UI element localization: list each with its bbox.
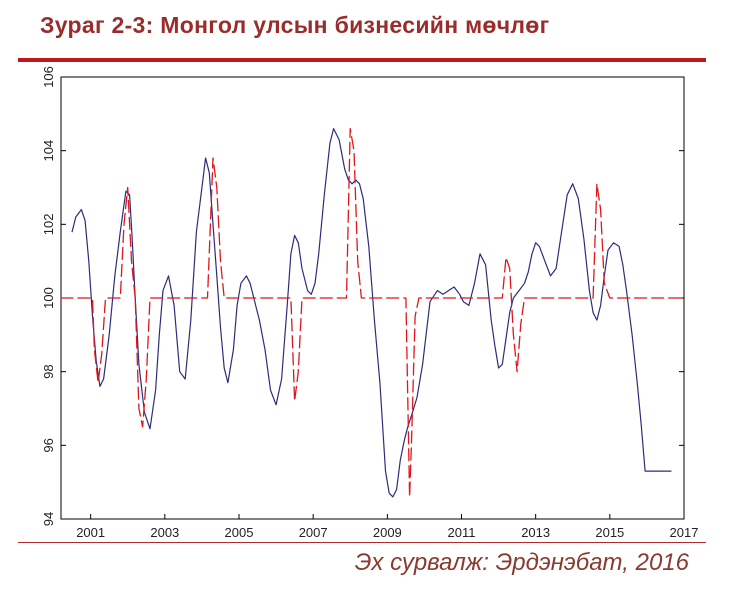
x-tick-label: 2017 [670,525,699,540]
x-tick-label: 2001 [76,525,105,540]
x-axis: 2001 2003 2005 2007 2009 2011 2013 2015 2017 [76,514,698,540]
title-underline [18,58,706,62]
y-tick-label: 100 [41,287,56,309]
series-solid-line [71,128,672,498]
series-layer [60,127,685,498]
y-tick-label: 104 [41,140,56,162]
series-dashed-line [60,127,685,498]
y-tick-label: 106 [41,66,56,88]
source-divider [18,542,706,543]
figure-title: Зураг 2-3: Монгол улсын бизнесийн мөчлөг [40,12,550,38]
x-tick-label: 2005 [225,525,254,540]
x-tick-label: 2015 [595,525,624,540]
x-tick-label: 2003 [150,525,179,540]
y-axis: 94 96 98 100 102 104 106 [41,66,684,526]
x-tick-label: 2013 [521,525,550,540]
y-tick-label: 96 [41,438,56,452]
x-tick-label: 2009 [373,525,402,540]
y-tick-label: 98 [41,364,56,378]
y-tick-label: 94 [41,512,56,526]
y-tick-label: 102 [41,213,56,235]
x-tick-label: 2007 [299,525,328,540]
x-tick-label: 2011 [448,525,476,540]
source-note: Эх сурвалж: Эрдэнэбат, 2016 [354,549,689,576]
